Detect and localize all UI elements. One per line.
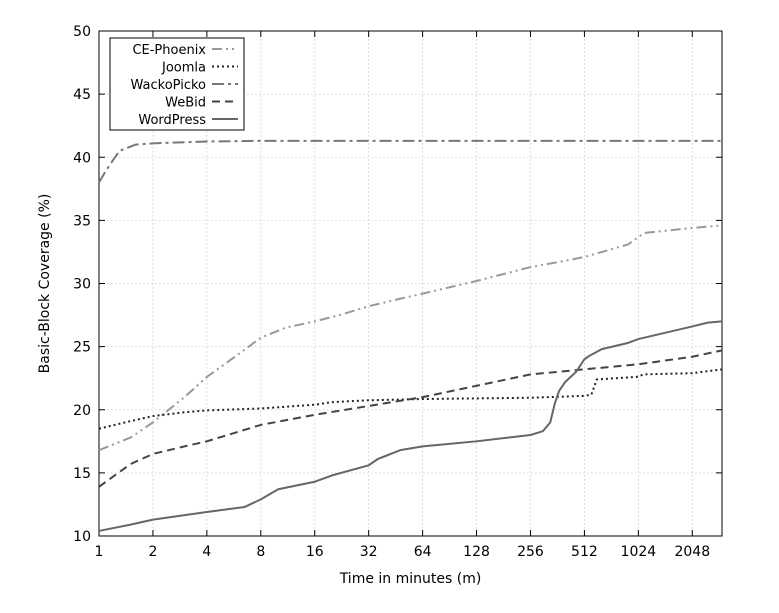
x-tick-label: 1 <box>95 544 104 560</box>
series-line-wordpress <box>98 320 723 532</box>
x-tick-label: 32 <box>360 544 378 560</box>
x-tick-label: 64 <box>414 544 432 560</box>
x-axis-label: Time in minutes (m) <box>339 571 482 587</box>
x-tick-label: 256 <box>517 544 544 560</box>
x-tick-label: 4 <box>202 544 211 560</box>
axis-ticks: 1 2 4 8 16 32 64 128 256 512 1024 2048 10 15 20 25 30 35 4… <box>73 24 722 560</box>
legend-label-webid: WeBid <box>165 96 206 111</box>
x-tick-label: 1024 <box>621 544 657 560</box>
legend-label-joomla: Joomla <box>161 61 206 76</box>
series-line-ce-phoenix <box>98 224 723 452</box>
y-tick-label: 10 <box>73 529 91 545</box>
y-tick-label: 30 <box>73 277 91 293</box>
legend-label-ce-phoenix: CE-Phoenix <box>132 43 206 58</box>
y-tick-label: 40 <box>73 150 91 166</box>
y-tick-label: 15 <box>73 466 91 482</box>
y-tick-label: 20 <box>73 403 91 419</box>
y-tick-label: 35 <box>73 213 91 229</box>
y-tick-label: 25 <box>73 340 91 356</box>
x-tick-label: 2 <box>148 544 157 560</box>
x-tick-label: 512 <box>571 544 598 560</box>
series-line-wackopicko <box>98 139 722 184</box>
y-tick-label: 45 <box>73 87 91 103</box>
legend-label-wackopicko: WackoPicko <box>131 78 207 93</box>
x-tick-label: 16 <box>306 544 324 560</box>
x-tick-label: 8 <box>256 544 265 560</box>
y-tick-label: 50 <box>73 24 91 40</box>
legend: CE-Phoenix Joomla WackoPicko WeBid WordPress <box>109 37 245 131</box>
x-tick-label: 2048 <box>674 544 710 560</box>
series-layer <box>98 139 723 532</box>
series-line-webid <box>98 349 723 488</box>
y-axis-label: Basic-Block Coverage (%) <box>37 194 53 374</box>
series-line-joomla <box>98 368 723 430</box>
legend-label-wordpress: WordPress <box>138 113 206 128</box>
x-tick-label: 128 <box>463 544 490 560</box>
